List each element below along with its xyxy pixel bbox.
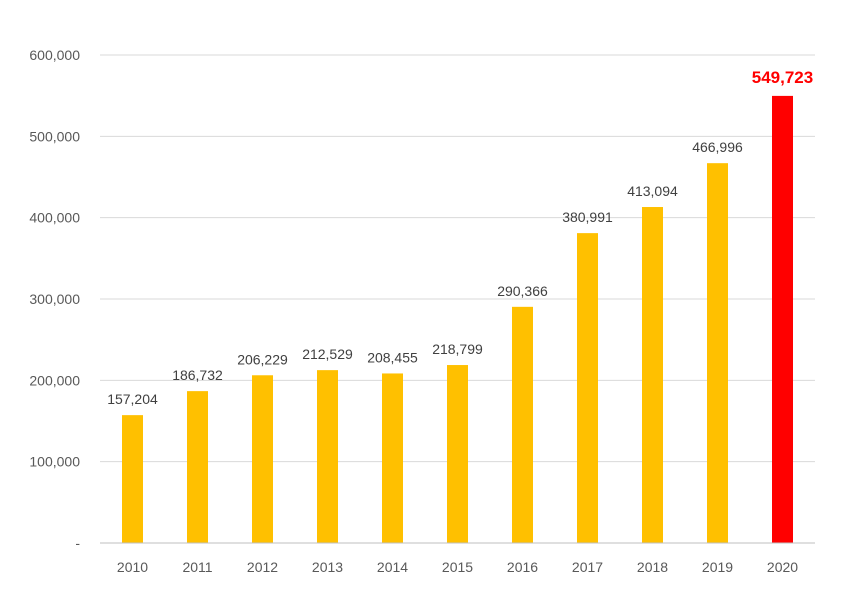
data-label-2018: 413,094 (627, 183, 678, 199)
x-tick-label: 2020 (767, 559, 798, 575)
x-tick-label: 2014 (377, 559, 408, 575)
bar-2015 (447, 365, 468, 543)
gridlines (100, 54, 815, 463)
x-tick-label: 2013 (312, 559, 343, 575)
x-tick-label: 2019 (702, 559, 733, 575)
bar-2012 (252, 375, 273, 543)
data-label-2010: 157,204 (107, 391, 158, 407)
x-tick-label: 2016 (507, 559, 538, 575)
bar-2017 (577, 233, 598, 543)
x-tick-label: 2010 (117, 559, 148, 575)
data-label-2011: 186,732 (172, 367, 223, 383)
y-tick-label: 400,000 (29, 210, 80, 226)
data-label-2015: 218,799 (432, 341, 483, 357)
x-axis-ticks: 2010 2011 2012 2013 2014 2015 2016 2017 2018 2019… (117, 559, 798, 575)
bar-2014 (382, 373, 403, 543)
bar-2018 (642, 207, 663, 543)
data-label-2013: 212,529 (302, 346, 353, 362)
data-label-2014: 208,455 (367, 349, 418, 365)
data-label-2012: 206,229 (237, 351, 288, 367)
bar-2019 (707, 163, 728, 544)
x-tick-label: 2015 (442, 559, 473, 575)
bar-2011 (187, 391, 208, 543)
y-axis-ticks: - 100,000 200,000 300,000 400,000 500,000 600,… (29, 47, 80, 551)
x-tick-label: 2012 (247, 559, 278, 575)
x-tick-label: 2018 (637, 559, 668, 575)
data-label-2016: 290,366 (497, 283, 548, 299)
y-tick-label: 100,000 (29, 454, 80, 470)
data-labels: 157,204 186,732 206,229 212,529 208,455 218,7… (107, 68, 813, 407)
data-label-2017: 380,991 (562, 209, 613, 225)
y-tick-label: 200,000 (29, 372, 80, 388)
x-tick-label: 2017 (572, 559, 603, 575)
bar-2010 (122, 415, 143, 543)
y-tick-label: 600,000 (29, 47, 80, 63)
y-tick-label: - (75, 535, 80, 551)
y-tick-label: 500,000 (29, 128, 80, 144)
bars (122, 95, 793, 544)
data-label-2020: 549,723 (752, 68, 813, 87)
bar-2016 (512, 306, 533, 543)
x-tick-label: 2011 (182, 559, 212, 575)
y-tick-label: 300,000 (29, 291, 80, 307)
bar-2013 (317, 370, 338, 543)
data-label-2019: 466,996 (692, 139, 743, 155)
bar-2020 (772, 95, 793, 543)
